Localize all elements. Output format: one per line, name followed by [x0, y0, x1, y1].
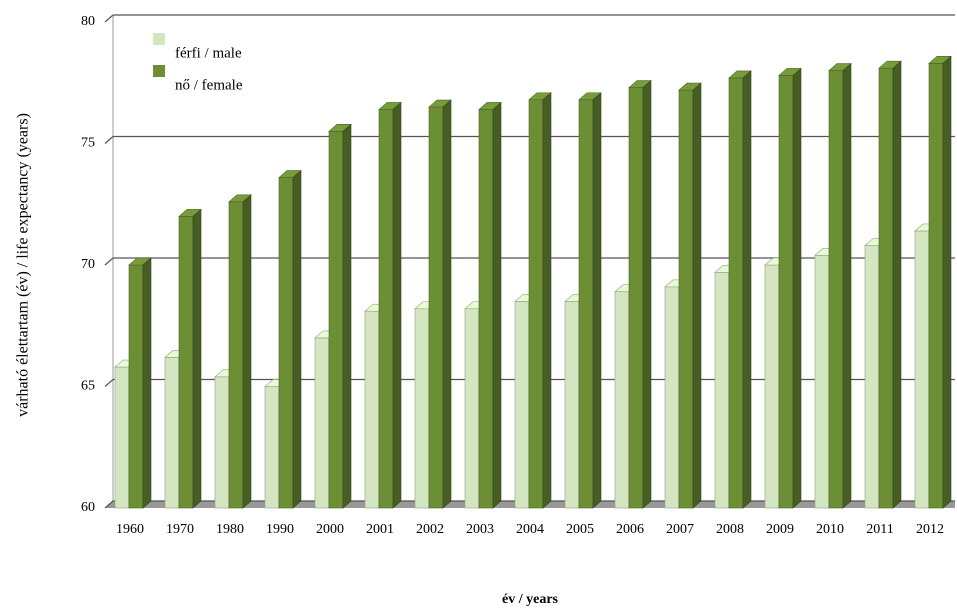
bar-side	[842, 62, 852, 509]
x-tick-label: 2010	[816, 522, 844, 537]
x-axis-label: év / years	[502, 592, 559, 607]
bar	[414, 308, 430, 509]
bar	[678, 89, 694, 509]
grid-line-side	[104, 257, 114, 266]
bar-side	[342, 123, 352, 509]
bar-side	[542, 92, 552, 509]
bar	[528, 99, 544, 509]
y-tick-label: 60	[81, 500, 95, 515]
x-tick-label: 2006	[616, 522, 644, 537]
bar	[314, 337, 330, 509]
grid-line-side	[104, 136, 114, 144]
bar-side	[692, 82, 702, 509]
bar	[478, 109, 494, 509]
bar	[764, 264, 780, 509]
bar	[178, 216, 194, 509]
bar	[378, 109, 394, 509]
bar-side	[242, 194, 252, 509]
x-tick-label: 2004	[516, 522, 544, 537]
x-tick-label: 2000	[316, 522, 344, 537]
y-tick-label: 70	[81, 257, 95, 272]
bar	[564, 301, 580, 509]
bar	[914, 230, 930, 509]
bar	[264, 386, 280, 509]
bar-side	[492, 101, 502, 509]
bar	[214, 376, 230, 509]
bar	[328, 131, 344, 509]
bar	[664, 286, 680, 509]
bar	[628, 87, 644, 509]
bar-side	[942, 55, 952, 509]
bar	[114, 366, 130, 509]
y-tick-label: 75	[81, 136, 95, 151]
x-tick-label: 1980	[216, 522, 244, 537]
x-tick-label: 1960	[116, 522, 144, 537]
grid-line-side	[104, 379, 114, 387]
bar	[464, 308, 480, 509]
bar	[578, 99, 594, 509]
x-tick-label: 1990	[266, 522, 294, 537]
bar-side	[292, 169, 302, 509]
y-tick-label: 65	[81, 379, 95, 394]
bar-side	[792, 67, 802, 509]
grid-line-side	[104, 14, 114, 23]
x-tick-label: 2007	[666, 522, 694, 537]
bar	[878, 67, 894, 509]
bar	[514, 301, 530, 509]
x-tick-label: 2002	[416, 522, 444, 537]
legend-label: férfi / male	[175, 45, 242, 61]
bar-side	[442, 99, 452, 509]
y-axis-label: várható élettartam (év) / life expectanc…	[15, 113, 32, 417]
bar-side	[592, 92, 602, 509]
bar-side	[142, 257, 152, 509]
x-tick-label: 2011	[866, 522, 893, 537]
bar	[364, 310, 380, 509]
x-tick-label: 2008	[716, 522, 744, 537]
bar	[278, 177, 294, 509]
bar-side	[892, 60, 902, 509]
bar	[864, 245, 880, 509]
legend-label: nő / female	[175, 77, 243, 93]
grid-line-side	[104, 500, 114, 509]
bar-side	[392, 101, 402, 509]
bar-side	[642, 79, 652, 509]
x-tick-label: 2012	[916, 522, 944, 537]
bar	[728, 77, 744, 509]
x-tick-label: 2005	[566, 522, 594, 537]
legend-swatch	[153, 65, 165, 77]
bar-side	[192, 208, 202, 509]
bar	[828, 70, 844, 509]
bar	[164, 357, 180, 509]
x-tick-label: 2009	[766, 522, 794, 537]
y-tick-label: 80	[81, 14, 95, 29]
bar-side	[742, 70, 752, 509]
x-tick-label: 2001	[366, 522, 394, 537]
bar	[614, 291, 630, 509]
bar	[714, 271, 730, 509]
legend-swatch	[153, 33, 165, 45]
bar	[778, 75, 794, 509]
bar	[928, 63, 944, 509]
x-tick-label: 1970	[166, 522, 194, 537]
bar	[128, 264, 144, 509]
x-tick-label: 2003	[466, 522, 494, 537]
bar	[228, 201, 244, 509]
bar	[428, 106, 444, 509]
bar	[814, 254, 830, 509]
